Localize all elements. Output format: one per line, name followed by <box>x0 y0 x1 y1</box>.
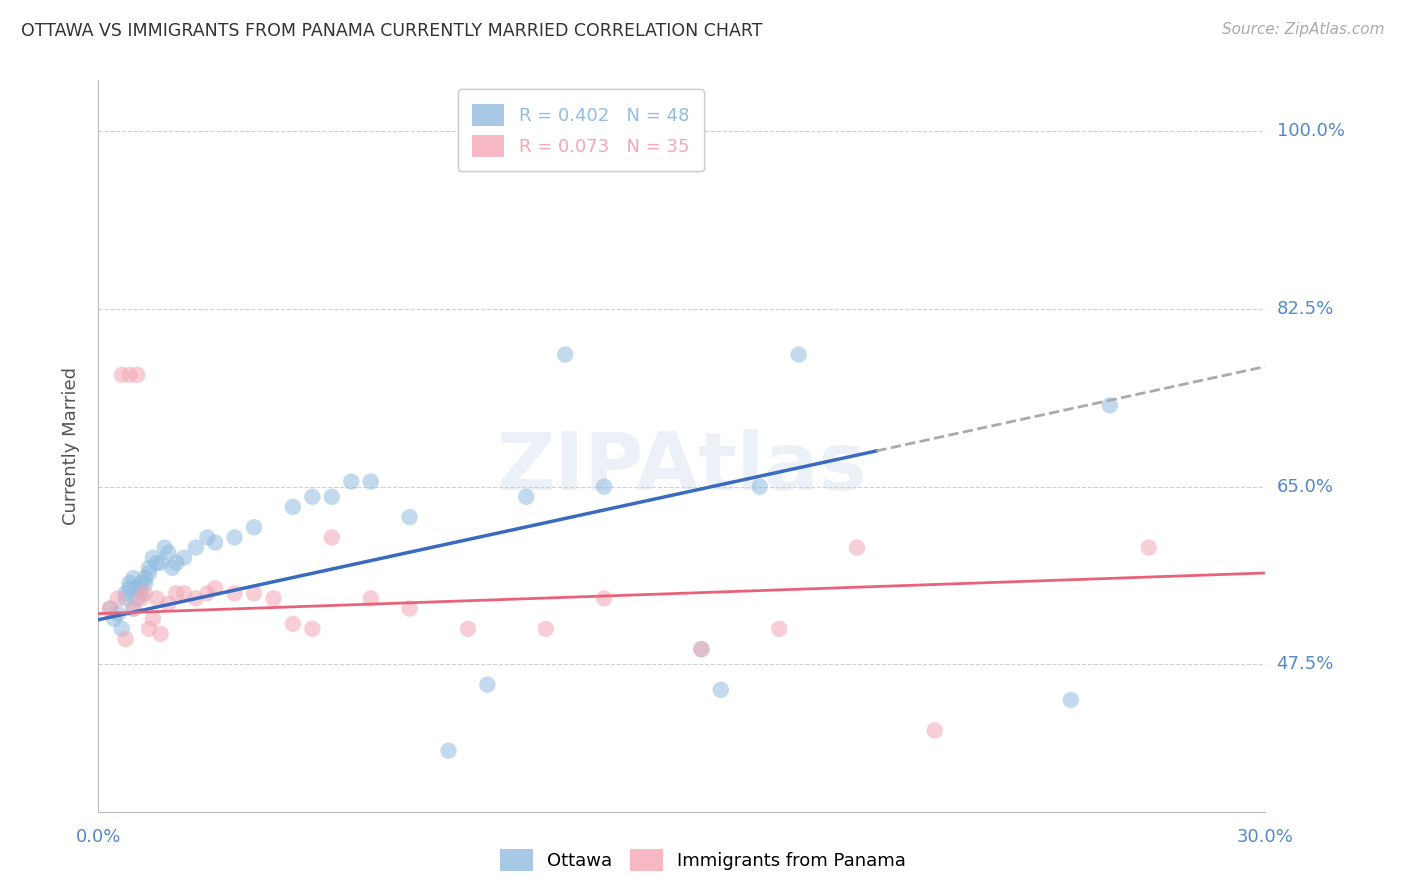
Point <box>122 601 145 615</box>
Point <box>149 556 172 570</box>
Text: 100.0%: 100.0% <box>1277 122 1344 140</box>
Point <box>162 561 184 575</box>
Point <box>142 550 165 565</box>
Point <box>360 591 382 606</box>
Point <box>768 622 790 636</box>
Point <box>340 475 363 489</box>
Point <box>114 632 136 646</box>
Point <box>787 347 810 362</box>
Point <box>127 368 149 382</box>
Text: Source: ZipAtlas.com: Source: ZipAtlas.com <box>1222 22 1385 37</box>
Point <box>138 622 160 636</box>
Point <box>103 612 125 626</box>
Text: 65.0%: 65.0% <box>1277 477 1333 496</box>
Point <box>138 561 160 575</box>
Point <box>398 510 420 524</box>
Point <box>165 556 187 570</box>
Point <box>114 591 136 606</box>
Point <box>157 597 180 611</box>
Point <box>224 530 246 544</box>
Point <box>748 480 770 494</box>
Point <box>114 586 136 600</box>
Point <box>1098 398 1121 412</box>
Text: ZIPAtlas: ZIPAtlas <box>496 429 868 507</box>
Text: 0.0%: 0.0% <box>76 829 121 847</box>
Point <box>593 480 616 494</box>
Point <box>243 586 266 600</box>
Point <box>321 490 343 504</box>
Point <box>515 490 537 504</box>
Point <box>173 550 195 565</box>
Point <box>593 591 616 606</box>
Point <box>118 576 141 591</box>
Point <box>477 678 499 692</box>
Point <box>554 347 576 362</box>
Text: OTTAWA VS IMMIGRANTS FROM PANAMA CURRENTLY MARRIED CORRELATION CHART: OTTAWA VS IMMIGRANTS FROM PANAMA CURRENT… <box>21 22 762 40</box>
Point <box>224 586 246 600</box>
Point <box>924 723 946 738</box>
Point <box>301 490 323 504</box>
Y-axis label: Currently Married: Currently Married <box>62 367 80 525</box>
Point <box>321 530 343 544</box>
Point <box>146 556 169 570</box>
Point <box>127 591 149 606</box>
Point <box>129 591 152 606</box>
Point <box>129 576 152 591</box>
Point <box>281 500 304 514</box>
Point <box>846 541 869 555</box>
Point <box>184 541 207 555</box>
Point <box>98 601 121 615</box>
Point <box>138 566 160 580</box>
Point <box>107 607 129 621</box>
Point <box>157 546 180 560</box>
Point <box>122 571 145 585</box>
Point <box>281 616 304 631</box>
Point <box>262 591 284 606</box>
Point <box>127 581 149 595</box>
Point <box>710 682 733 697</box>
Point <box>165 586 187 600</box>
Point <box>111 368 134 382</box>
Point <box>184 591 207 606</box>
Point <box>204 535 226 549</box>
Point <box>437 744 460 758</box>
Point <box>111 622 134 636</box>
Point <box>243 520 266 534</box>
Point <box>122 601 145 615</box>
Point <box>195 530 218 544</box>
Point <box>173 586 195 600</box>
Point <box>134 586 156 600</box>
Point <box>204 581 226 595</box>
Point <box>153 541 176 555</box>
Point <box>1137 541 1160 555</box>
Point <box>1060 693 1083 707</box>
Text: 82.5%: 82.5% <box>1277 300 1334 318</box>
Point <box>98 601 121 615</box>
Point <box>146 591 169 606</box>
Point <box>195 586 218 600</box>
Point <box>398 601 420 615</box>
Point <box>134 576 156 591</box>
Point <box>142 612 165 626</box>
Point <box>301 622 323 636</box>
Text: 47.5%: 47.5% <box>1277 656 1334 673</box>
Legend: Ottawa, Immigrants from Panama: Ottawa, Immigrants from Panama <box>494 842 912 879</box>
Point <box>690 642 713 657</box>
Legend: R = 0.402   N = 48, R = 0.073   N = 35: R = 0.402 N = 48, R = 0.073 N = 35 <box>457 89 704 171</box>
Point <box>360 475 382 489</box>
Point <box>118 581 141 595</box>
Point <box>134 571 156 585</box>
Point <box>118 368 141 382</box>
Point <box>457 622 479 636</box>
Point <box>107 591 129 606</box>
Point <box>149 627 172 641</box>
Text: 30.0%: 30.0% <box>1237 829 1294 847</box>
Point <box>690 642 713 657</box>
Point <box>534 622 557 636</box>
Point <box>129 586 152 600</box>
